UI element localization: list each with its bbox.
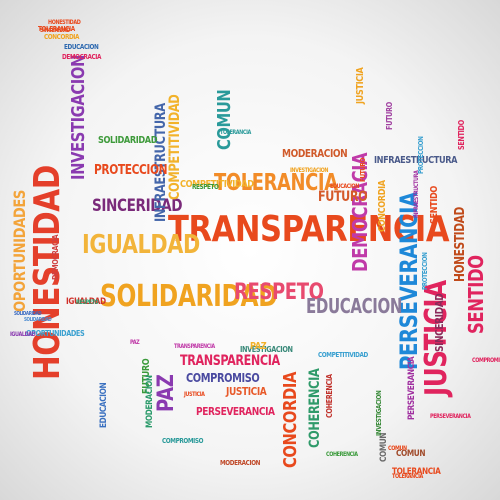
word-investigacion-tiny: INVESTIGACION [290,167,329,174]
word-paz-tiny: PAZ [130,339,140,346]
word-justicia-small: JUSTICIA [226,385,267,398]
word-moderacion-bottom: MODERACION [220,459,261,467]
word-sentido-small: SENTIDO [429,186,440,224]
word-moderacion: MODERACION [282,147,348,160]
word-concordia-top: CONCORDIA [44,33,80,41]
word-solidaridad-tiny2: SOLIDARIDAD [24,317,52,323]
word-justicia-top: JUSTICIA [355,67,366,104]
word-tolerancia-bottom: TOLERANCIA [392,473,423,480]
word-futuro-right: FUTURO [385,102,394,130]
word-respeto-tiny: RESPETO [76,299,99,306]
word-educacion-tiny: EDUCACION [330,183,359,190]
word-solidaridad-tiny: SOLIDARIDAD [14,311,42,317]
word-proteccion-small: PROTECCION [421,252,429,290]
word-compromiso-tiny: COMPROMISO [472,357,500,364]
word-honestidad-main: HONESTIDAD [27,165,68,380]
word-investigacion-small: INVESTIGACION [240,345,293,354]
word-democracia-top: DEMOCRACIA [62,53,102,61]
word-respeto: RESPETO [234,280,324,305]
word-educacion-left: EDUCACION [99,382,109,428]
word-sinceridad: SINCERIDAD [92,196,183,216]
word-educacion: EDUCACION [306,294,403,318]
word-tolerancia: TOLERANCIA [214,170,338,196]
word-futuro-tiny: FUTURO [359,158,367,182]
word-moderacion-small: MODERACION [145,375,155,428]
word-honestidad-right: HONESTIDAD [453,207,468,282]
word-perseverancia-bottom: PERSEVERANCIA [196,405,275,418]
word-coherencia: COHERENCIA [307,368,323,448]
word-paz-small: PAZ [250,341,267,352]
word-perseverancia-small: PERSEVERANCIA [407,356,417,420]
word-concordia: CONCORDIA [280,372,301,468]
word-infraestructura-small: INFRAESTRUCTURA [374,155,458,166]
word-respeto-small: RESPETO [192,183,219,191]
word-coherencia-tiny: COHERENCIA [326,451,358,458]
word-competitividad-bottom: COMPETITIVIDAD [318,351,368,359]
word-coherencia-small: COHERENCIA [325,374,334,418]
word-perseverancia-tiny: PERSEVERANCIA [430,413,471,420]
word-tolerancia-small: TOLERANCIA [392,467,441,477]
word-oportunidades-small: OPORTUNIDADES [26,329,85,338]
word-proteccion: PROTECCION [94,163,168,178]
word-transparencia-main: TRANSPARENCIA [168,209,450,250]
word-competitividad-small: COMPETITIVIDAD [180,179,254,190]
word-tolerancia-top: TOLERANCIA [38,25,75,33]
word-comun: COMUN [214,89,235,150]
word-igualdad: IGUALDAD [82,230,200,260]
word-paz: PAZ [154,374,179,412]
word-investigacion-bottom: INVESTIGACION [375,390,383,436]
word-comun-bottom: COMUN [396,449,426,459]
word-compromiso-small: COMPROMISO [162,437,204,445]
word-perseverancia: PERSEVERANCIA [395,192,423,370]
word-educacion-top: EDUCACION [64,43,99,51]
word-comun-tiny: COMUN [388,445,407,452]
word-futuro: FUTURO [318,189,368,205]
word-compromiso: COMPROMISO [186,371,260,385]
word-transparencia-tiny: TRANSPARENCIA [174,343,215,350]
word-sinceridad-tiny: SINCERIDAD [40,27,70,34]
word-democracia-small: DEMOCRACIA [51,234,60,280]
word-oportunidades: OPORTUNIDADES [10,190,29,312]
word-investigacion: INVESTIGACION [68,55,89,181]
word-justicia-tiny: JUSTICIA [184,391,205,398]
word-concordia-small: CONCORDIA [377,180,388,232]
word-sinceridad-right: SINCERIDAD [433,293,446,352]
word-honestidad-tiny: HONESTIDAD [48,19,81,26]
word-infraestructura-tiny: INFRAESTRUCTURA [413,170,420,218]
word-tolerancia-tiny: TOLERANCIA [220,129,251,136]
word-transparencia-small: TRANSPARENCIA [180,353,280,369]
word-solidaridad-main: SOLIDARIDAD [100,279,278,314]
word-igualdad-small: IGUALDAD [66,297,106,307]
word-igualdad-tiny: IGUALDAD [10,331,36,338]
word-proteccion-right: PROTECCION [417,136,425,174]
word-sentido-top: SENTIDO [457,120,466,150]
word-sentido: SENTIDO [464,255,488,334]
word-solidaridad-small: SOLIDARIDAD [98,135,158,146]
